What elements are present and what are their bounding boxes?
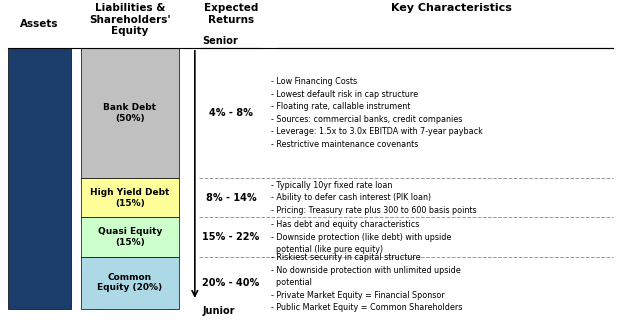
- Text: 15% - 22%: 15% - 22%: [203, 232, 260, 242]
- Text: Common
Equity (20%): Common Equity (20%): [97, 273, 162, 292]
- Text: Expected
Returns: Expected Returns: [204, 3, 258, 25]
- Text: - Low Financing Costs
- Lowest default risk in cap structure
- Floating rate, ca: - Low Financing Costs - Lowest default r…: [271, 77, 483, 149]
- Text: High Yield Debt
(15%): High Yield Debt (15%): [90, 188, 169, 208]
- Text: - Has debt and equity characteristics
- Downside protection (like debt) with ups: - Has debt and equity characteristics - …: [271, 220, 451, 254]
- Bar: [8, 48, 71, 309]
- Text: Bank Debt
(50%): Bank Debt (50%): [103, 103, 156, 123]
- Text: - Riskiest security in capital structure
- No downside protection with unlimited: - Riskiest security in capital structure…: [271, 253, 462, 312]
- Text: Assets: Assets: [20, 19, 59, 29]
- Bar: [81, 178, 179, 217]
- Bar: [81, 256, 179, 309]
- Bar: [81, 48, 179, 178]
- Text: Senior: Senior: [203, 36, 238, 46]
- Text: 8% - 14%: 8% - 14%: [206, 193, 256, 203]
- Text: Quasi Equity
(15%): Quasi Equity (15%): [97, 227, 162, 247]
- Text: 20% - 40%: 20% - 40%: [203, 278, 260, 288]
- Text: Junior: Junior: [203, 306, 235, 316]
- Text: Key Characteristics: Key Characteristics: [391, 3, 512, 13]
- Bar: [81, 217, 179, 256]
- Text: Liabilities &
Shareholders'
Equity: Liabilities & Shareholders' Equity: [89, 3, 171, 36]
- Text: - Typically 10yr fixed rate loan
- Ability to defer cash interest (PIK loan)
- P: - Typically 10yr fixed rate loan - Abili…: [271, 181, 476, 215]
- Text: 4% - 8%: 4% - 8%: [209, 108, 253, 118]
